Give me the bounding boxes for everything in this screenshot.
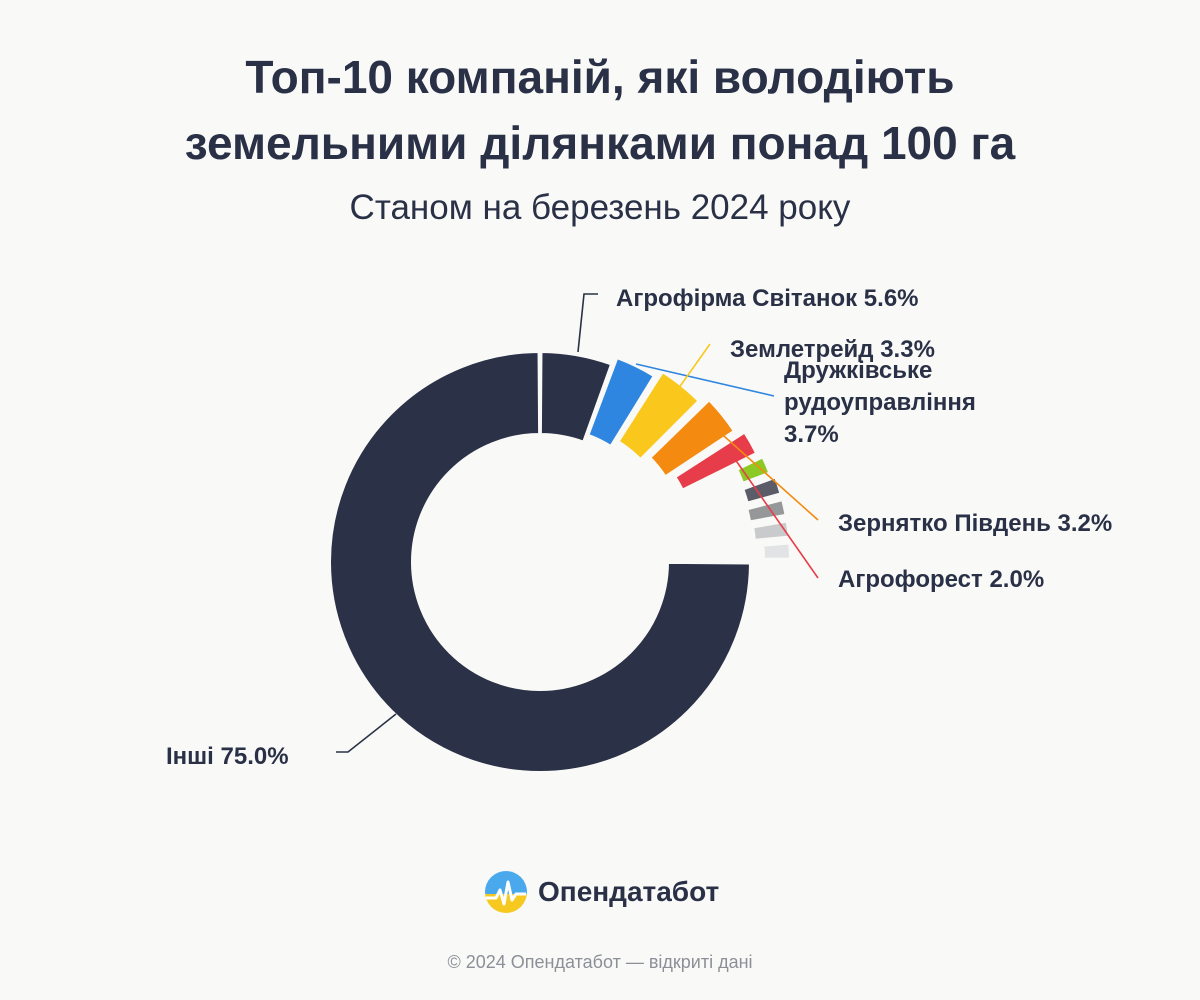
donut-slice-1	[539, 351, 612, 443]
footer-copyright: © 2024 Опендатабот — відкриті дані	[447, 952, 753, 972]
slice-label-2: Землетрейд 3.3%	[730, 336, 935, 363]
leader-line-1	[577, 293, 598, 353]
donut-slice-4	[649, 399, 735, 478]
chart-title-line2: земельними ділянками понад 100 га	[184, 117, 1016, 169]
donut-slice-10	[762, 542, 791, 560]
slice-label-4: Зернятко Південь 3.2%	[838, 510, 1112, 537]
logo-text: Опендатабот	[538, 876, 720, 907]
leader-line-11	[336, 713, 397, 753]
slice-label-11: Інші 75.0%	[166, 743, 289, 770]
donut-slice-3	[617, 371, 700, 460]
donut-slice-2	[587, 357, 655, 447]
slice-label-5: Агрофорест 2.0%	[838, 566, 1044, 593]
slice-label-1: Агрофірма Світанок 5.6%	[616, 285, 919, 312]
chart-subtitle: Станом на березень 2024 року	[349, 188, 851, 227]
label-leader-lines	[336, 293, 819, 753]
chart-title-line1: Топ-10 компаній, які володіють	[245, 51, 955, 103]
slice-labels: Агрофірма Світанок 5.6% Землетрейд 3.3%Др…	[166, 285, 1112, 770]
leader-line-5	[729, 451, 819, 579]
donut-slice-8	[746, 499, 787, 523]
slice-label-3: Дружківське рудоуправління 3.7%	[784, 357, 976, 448]
donut-slices	[329, 351, 791, 773]
opendatabot-logo-icon	[485, 871, 527, 913]
donut-slice-11	[329, 351, 751, 773]
brand-logo: Опендатабот	[484, 868, 719, 916]
leader-line-2	[635, 363, 775, 397]
leader-line-3	[675, 343, 711, 393]
leader-line-4	[705, 419, 819, 521]
chart-title: Топ-10 компаній, які володіють земельним…	[0, 44, 1200, 176]
donut-slice-6	[736, 456, 771, 484]
donut-slice-9	[752, 520, 790, 541]
